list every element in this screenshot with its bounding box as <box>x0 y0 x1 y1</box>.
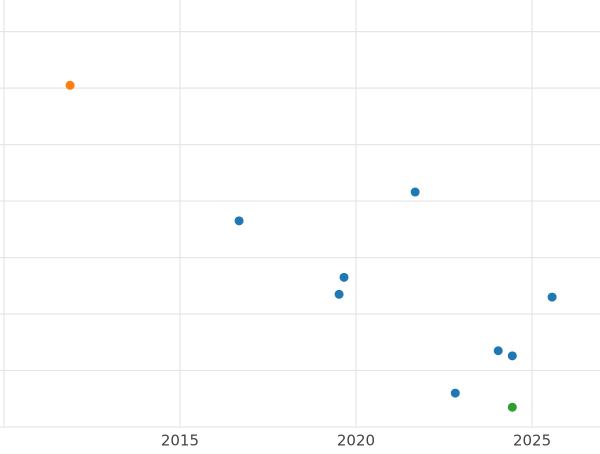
x-tick-label: 2020 <box>337 432 375 450</box>
point <box>507 351 517 361</box>
point <box>450 388 460 398</box>
x-tick-label: 2025 <box>513 432 551 450</box>
x-tick-label: 2015 <box>161 432 199 450</box>
point <box>339 272 349 282</box>
point <box>334 289 344 299</box>
point <box>410 187 420 197</box>
point <box>493 346 503 356</box>
point <box>234 216 244 226</box>
point <box>65 80 75 90</box>
point <box>547 292 557 302</box>
point <box>507 402 517 412</box>
